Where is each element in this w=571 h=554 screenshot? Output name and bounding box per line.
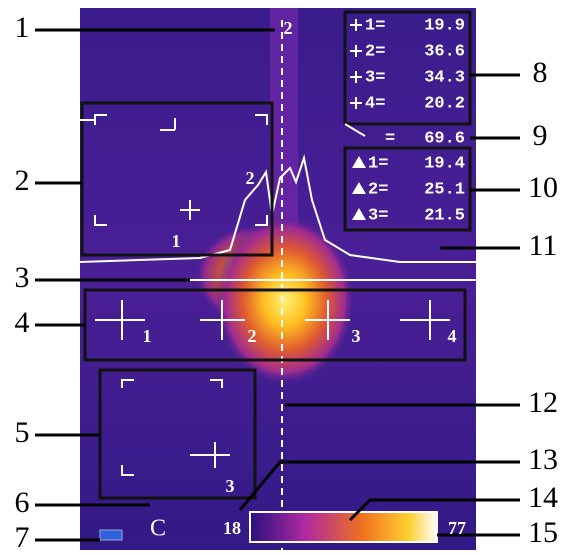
spot-value: 20.2 <box>424 94 465 113</box>
callout-number: 11 <box>529 229 558 262</box>
spot-label: 2= <box>365 42 385 61</box>
spot-label: 3= <box>365 68 385 87</box>
callout-number: 13 <box>528 443 558 476</box>
callout-number: 15 <box>528 516 558 549</box>
cursor-label: 2 <box>284 18 293 38</box>
max-label: = <box>385 129 395 148</box>
callout-number: 7 <box>15 521 30 554</box>
callout-number: 12 <box>528 386 558 419</box>
max-value: 69.6 <box>424 129 465 148</box>
callout-number: 8 <box>533 56 548 89</box>
spot-label: 1= <box>365 16 385 35</box>
callout-number: 4 <box>15 306 30 339</box>
callout-number: 6 <box>15 486 30 519</box>
callout-lines <box>35 28 520 542</box>
scale-min: 18 <box>223 518 241 538</box>
area-value: 25.1 <box>424 180 465 199</box>
unit: C <box>150 516 166 542</box>
spot-id: 4 <box>448 326 457 346</box>
callout-number: 2 <box>15 164 30 197</box>
callout-number: 1 <box>15 11 30 44</box>
area-value: 19.4 <box>424 154 465 173</box>
callout-number: 9 <box>533 119 548 152</box>
spot-label: 4= <box>365 94 385 113</box>
area-label: 3= <box>368 206 388 225</box>
area-id: 2 <box>246 168 255 188</box>
callout-number: 10 <box>528 171 558 204</box>
callout-number: 3 <box>15 261 30 294</box>
area-id: 1 <box>172 231 181 251</box>
callout-number: 5 <box>15 416 30 449</box>
area-value: 21.5 <box>424 206 465 225</box>
spot-value: 19.9 <box>424 16 465 35</box>
area-id: 3 <box>226 476 235 496</box>
spot-value: 34.3 <box>424 68 465 87</box>
area-label: 2= <box>368 180 388 199</box>
spot-id: 2 <box>248 326 257 346</box>
spot-id: 3 <box>352 326 361 346</box>
spot-id: 1 <box>143 326 152 346</box>
scale-max: 77 <box>448 518 466 538</box>
area-label: 1= <box>368 154 388 173</box>
spot-value: 36.6 <box>424 42 465 61</box>
callout-number: 14 <box>528 481 558 514</box>
